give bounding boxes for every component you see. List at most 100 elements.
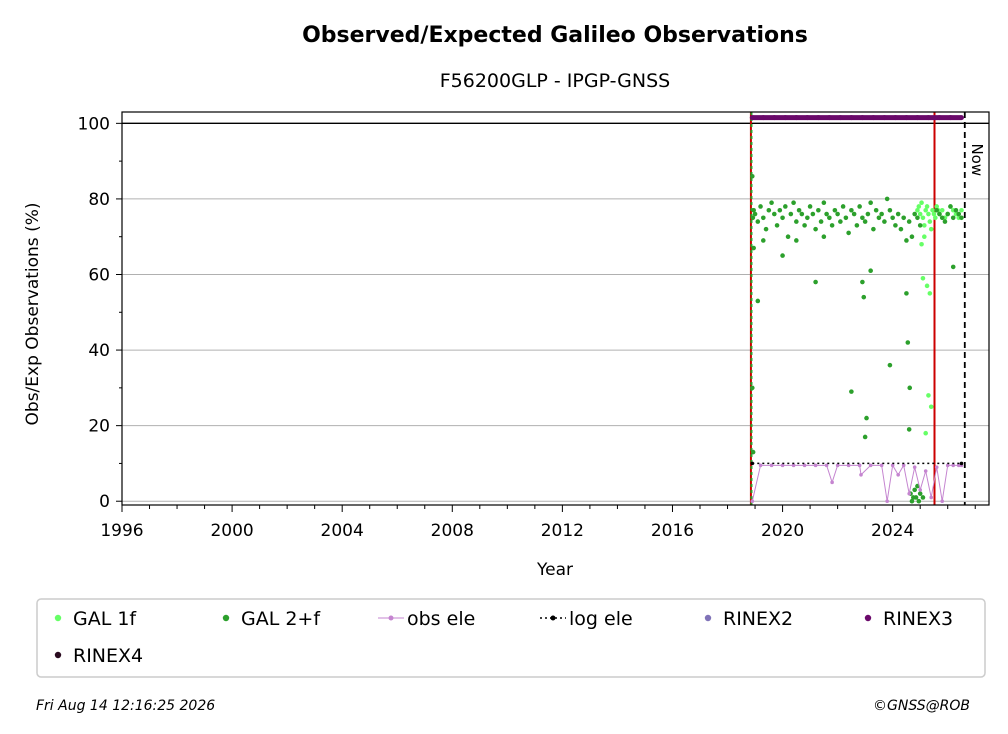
data-point xyxy=(780,463,785,468)
data-point xyxy=(761,215,766,221)
x-tick-label: 2016 xyxy=(651,521,694,541)
data-point xyxy=(882,219,887,224)
data-point xyxy=(930,207,935,213)
data-point xyxy=(924,283,930,289)
x-tick-label: 2020 xyxy=(761,521,804,541)
data-point xyxy=(774,223,780,228)
data-point xyxy=(879,463,884,468)
data-point xyxy=(919,241,924,247)
data-point xyxy=(785,234,791,240)
data-point xyxy=(821,234,827,240)
grid-lines xyxy=(122,122,989,502)
data-point xyxy=(751,207,756,213)
data-point xyxy=(885,499,889,504)
data-point xyxy=(916,204,922,209)
data-point xyxy=(868,200,873,205)
data-point xyxy=(906,219,912,224)
data-point xyxy=(824,211,829,217)
data-point xyxy=(903,115,909,121)
data-point xyxy=(915,215,920,221)
x-tick-label: 2000 xyxy=(210,521,253,541)
data-point xyxy=(761,238,766,243)
data-point xyxy=(915,207,920,213)
data-point xyxy=(749,385,755,391)
series-log-ele xyxy=(750,461,964,466)
data-point xyxy=(904,238,909,243)
data-point xyxy=(865,211,871,217)
data-point xyxy=(802,463,807,468)
data-point xyxy=(791,463,796,468)
data-point xyxy=(849,389,854,394)
data-point xyxy=(835,463,840,468)
data-point xyxy=(909,234,915,240)
legend-item: GAL 1f xyxy=(54,608,137,630)
x-axis-label: Year xyxy=(536,560,573,580)
data-point xyxy=(917,211,923,217)
data-point xyxy=(922,223,927,228)
data-point xyxy=(901,463,906,468)
vertical-markers xyxy=(749,112,966,505)
data-point xyxy=(857,204,862,209)
x-tick-label: 2024 xyxy=(871,521,914,541)
legend-swatch-dot xyxy=(54,651,62,659)
plot-frame xyxy=(121,111,990,506)
data-point xyxy=(926,393,931,398)
data-point xyxy=(917,491,923,496)
data-point xyxy=(763,226,769,232)
data-point xyxy=(854,223,860,228)
data-point xyxy=(837,115,843,121)
data-point xyxy=(749,115,755,121)
data-point xyxy=(890,215,895,221)
data-point xyxy=(838,219,843,224)
legend-box xyxy=(36,598,986,678)
data-point xyxy=(859,115,865,121)
data-point xyxy=(862,434,868,440)
data-point xyxy=(861,294,867,300)
x-tick-label: 2008 xyxy=(431,521,474,541)
legend-item: GAL 2+f xyxy=(222,608,321,630)
data-point xyxy=(818,219,824,224)
data-point xyxy=(907,491,911,496)
data-point xyxy=(813,279,818,285)
data-point xyxy=(909,498,915,504)
data-marks xyxy=(749,115,964,504)
data-point xyxy=(923,207,928,213)
data-point xyxy=(933,215,938,221)
data-point xyxy=(780,253,785,258)
data-point xyxy=(799,211,805,217)
chart-subtitle: F56200GLP - IPGP-GNSS xyxy=(440,70,671,92)
legend-item: RINEX2 xyxy=(704,608,793,630)
data-point xyxy=(857,463,862,468)
data-point xyxy=(851,211,857,217)
series-line xyxy=(751,463,962,502)
data-point xyxy=(750,215,756,221)
data-point xyxy=(923,469,928,473)
data-point xyxy=(893,223,898,228)
data-point xyxy=(846,463,851,468)
data-point xyxy=(758,204,763,209)
data-point xyxy=(907,385,913,391)
data-point xyxy=(927,291,933,296)
data-point xyxy=(873,207,879,213)
data-point xyxy=(937,211,942,217)
data-point xyxy=(887,207,893,213)
data-point xyxy=(868,463,873,468)
legend: GAL 1f GAL 2+f obs ele log ele RINEX2 RINEX3 R… xyxy=(54,608,953,667)
y-tick-label: 20 xyxy=(88,417,110,437)
data-point xyxy=(919,200,924,205)
data-point xyxy=(846,230,851,236)
data-point xyxy=(905,340,911,345)
data-point xyxy=(835,211,840,217)
data-point xyxy=(755,219,761,224)
data-point xyxy=(904,291,909,296)
series-rinex3 xyxy=(749,115,964,121)
data-point xyxy=(777,207,783,213)
chart-title: Observed/Expected Galileo Observations xyxy=(302,23,808,48)
data-point xyxy=(920,215,926,221)
data-point xyxy=(794,219,799,224)
x-tick-label: 2012 xyxy=(541,521,584,541)
data-point xyxy=(879,211,884,217)
data-point xyxy=(862,219,868,224)
data-point xyxy=(876,215,882,221)
data-point xyxy=(959,207,964,213)
